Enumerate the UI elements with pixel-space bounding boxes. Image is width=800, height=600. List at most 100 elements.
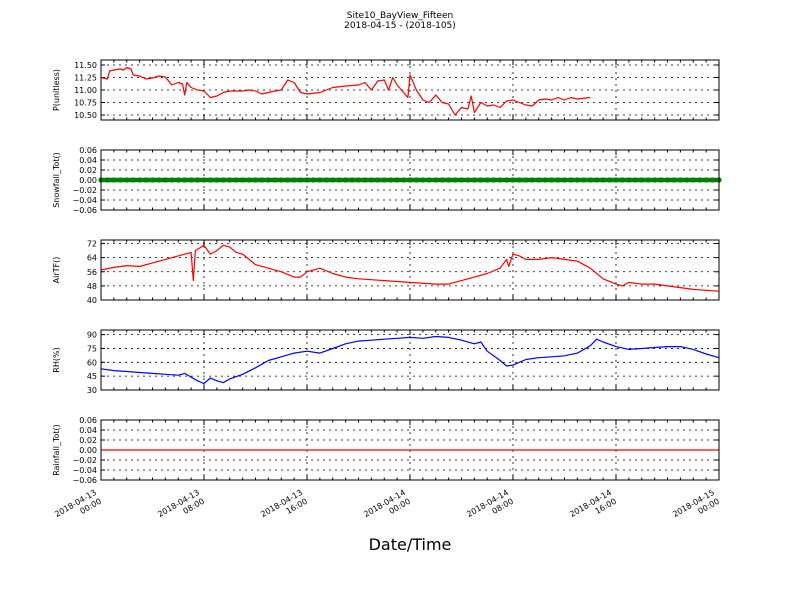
panel-frame	[100, 149, 720, 211]
series-point	[516, 177, 523, 183]
y-tick-label: 45	[87, 372, 97, 381]
series-point	[574, 177, 580, 183]
series-point	[703, 177, 709, 183]
series-point	[137, 177, 143, 183]
panel-frame	[100, 329, 720, 391]
x-tick-label: 2018-04-1408:00	[465, 488, 515, 528]
series-point	[626, 177, 632, 183]
series-point	[156, 177, 162, 183]
series-point	[561, 177, 568, 183]
panel-frame	[100, 59, 720, 121]
series-point	[652, 177, 658, 183]
series-point	[639, 177, 645, 183]
panel-2: 0.060.040.020.00−0.02−0.04−0.06 Snowfall_…	[52, 146, 722, 215]
x-tick-label: 2018-04-1316:00	[259, 488, 309, 528]
series-point	[458, 177, 465, 183]
series-point	[426, 177, 432, 183]
y-tick-label: 0.00	[79, 446, 97, 455]
series-point	[407, 177, 413, 183]
series-point	[323, 177, 329, 183]
x-axis-label: Date/Time	[369, 535, 452, 554]
series-point	[471, 177, 477, 183]
panel-3: 72 64 56 48 40 AirTF()	[52, 239, 720, 305]
series-point	[555, 177, 561, 183]
series-point	[510, 177, 516, 183]
series-point	[175, 177, 181, 183]
series-point	[143, 177, 149, 183]
figure-title: Site10_BayView_Fifteen	[346, 11, 454, 21]
y-tick-label: 0.00	[79, 176, 97, 185]
series-point	[446, 177, 452, 183]
series-point	[491, 177, 497, 183]
series-point	[465, 177, 471, 183]
series-point	[594, 177, 600, 183]
figure-subtitle: 2018-04-15 - (2018-105)	[344, 21, 456, 31]
series-point	[207, 177, 214, 183]
y-tick-label: 11.25	[74, 74, 97, 83]
series-point	[388, 177, 394, 183]
y-tick-label: −0.04	[72, 196, 97, 205]
y-tick-label: 75	[87, 344, 97, 353]
y-tick-label: 0.04	[79, 426, 97, 435]
series-point	[220, 177, 226, 183]
y-tick-label: 0.04	[79, 156, 97, 165]
series-point	[600, 177, 606, 183]
series-point	[381, 177, 387, 183]
series-point	[246, 177, 252, 183]
series-point	[529, 177, 535, 183]
y-tick-label: 60	[87, 358, 97, 367]
y-tick-label: 40	[87, 296, 97, 305]
series-point	[523, 177, 529, 183]
y-tick-label: 64	[87, 254, 97, 263]
y-axis-label: P(unitless)	[52, 69, 61, 111]
y-axis-label: AirTF()	[52, 257, 61, 284]
series-point	[368, 177, 374, 183]
y-tick-label: −0.06	[72, 476, 97, 485]
series-point	[259, 177, 265, 183]
series-line-1-1	[100, 66, 591, 116]
series-point	[613, 177, 619, 183]
y-axis-label: RH(%)	[52, 347, 61, 372]
series-point	[677, 177, 683, 183]
x-tick-label: 2018-04-1416:00	[568, 488, 618, 528]
series-point	[124, 177, 130, 183]
series-point	[162, 177, 168, 183]
series-point	[252, 177, 259, 183]
series-point	[478, 177, 484, 183]
y-tick-label: 72	[87, 240, 97, 249]
series-point	[104, 177, 111, 183]
x-tick-label: 2018-04-1300:00	[53, 488, 103, 528]
series-point	[343, 177, 349, 183]
series-point	[394, 177, 400, 183]
series-point	[400, 177, 407, 183]
y-axis-label: Rainfall_Tot()	[52, 424, 61, 476]
series-point	[549, 177, 555, 183]
series-point	[355, 177, 362, 183]
panel-frame	[100, 419, 720, 481]
series-point	[297, 177, 304, 183]
y-tick-label: 11.00	[74, 86, 97, 95]
panel-frame	[100, 239, 720, 301]
series-point	[690, 177, 696, 183]
series-point	[709, 177, 716, 183]
series-point	[362, 177, 368, 183]
panel-5: 0.060.040.020.00−0.02−0.04−0.06 Rainfall_…	[52, 416, 720, 485]
series-point	[233, 177, 239, 183]
series-point	[664, 177, 671, 183]
series-point	[697, 177, 703, 183]
panel-1: 11.50 11.25 11.00 10.75 10.50 P(unitless)	[52, 59, 720, 121]
series-point	[182, 177, 188, 183]
series-point	[272, 177, 278, 183]
series-point	[671, 177, 677, 183]
series-line-3-1	[100, 244, 720, 292]
series-point	[439, 177, 445, 183]
series-point	[278, 177, 284, 183]
series-point	[169, 177, 175, 183]
y-tick-label: 0.02	[79, 166, 97, 175]
series-point	[420, 177, 426, 183]
series-point	[188, 177, 194, 183]
series-point	[413, 177, 420, 183]
x-tick-label: 2018-04-1400:00	[362, 488, 412, 528]
y-tick-label: 30	[87, 386, 97, 395]
y-tick-label: 90	[87, 331, 97, 340]
